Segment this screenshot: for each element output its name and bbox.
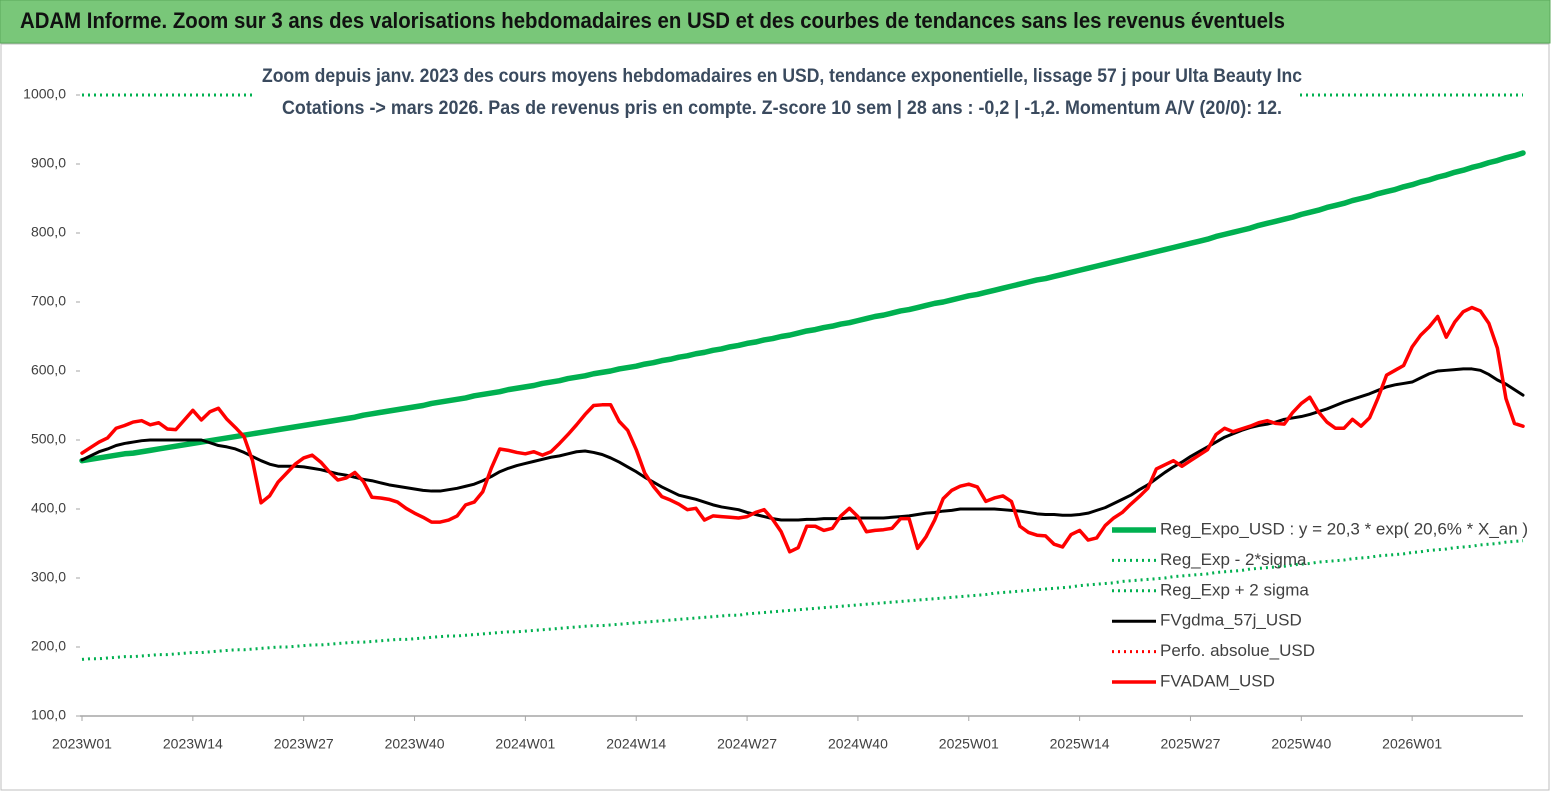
subtitle-line: Zoom depuis janv. 2023 des cours moyens … bbox=[262, 66, 1302, 87]
x-tick-label: 2024W01 bbox=[495, 736, 555, 752]
x-tick-label: 2025W40 bbox=[1271, 736, 1331, 752]
legend-label: FVgdma_57j_USD bbox=[1160, 611, 1302, 630]
x-tick-label: 2025W01 bbox=[939, 736, 999, 752]
legend-label: FVADAM_USD bbox=[1160, 671, 1275, 690]
banner bbox=[0, 0, 1551, 44]
series-line bbox=[81, 539, 1524, 661]
y-tick-label: 900,0 bbox=[31, 155, 66, 171]
series-line bbox=[79, 150, 1526, 464]
x-tick-label: 2025W27 bbox=[1160, 736, 1220, 752]
chart-frame bbox=[0, 43, 1550, 791]
x-tick-label: 2023W14 bbox=[163, 736, 223, 752]
x-tick-label: 2024W27 bbox=[717, 736, 777, 752]
series-line bbox=[80, 367, 1525, 522]
y-tick-label: 400,0 bbox=[31, 500, 66, 516]
x-tick-label: 2023W27 bbox=[274, 736, 334, 752]
series-line bbox=[80, 305, 1525, 554]
x-tick-label: 2026W01 bbox=[1382, 736, 1442, 752]
legend-label: Reg_Exp - 2*sigma bbox=[1160, 550, 1307, 569]
legend-label: Reg_Exp + 2 sigma bbox=[1160, 580, 1309, 599]
subtitle-line: Cotations -> mars 2026. Pas de revenus p… bbox=[282, 98, 1282, 119]
legend-label: Perfo. absolue_USD bbox=[1160, 641, 1315, 660]
y-tick-label: 100,0 bbox=[31, 707, 66, 723]
banner-title: ADAM Informe. Zoom sur 3 ans des valoris… bbox=[20, 8, 1285, 33]
x-tick-label: 2023W01 bbox=[52, 736, 112, 752]
y-tick-label: 800,0 bbox=[31, 224, 66, 240]
x-tick-label: 2024W40 bbox=[828, 736, 888, 752]
y-tick-label: 1000,0 bbox=[23, 86, 66, 102]
y-tick-label: 600,0 bbox=[31, 362, 66, 378]
x-tick-label: 2025W14 bbox=[1050, 736, 1110, 752]
y-tick-label: 300,0 bbox=[31, 569, 66, 585]
subtitle-box bbox=[255, 60, 1300, 128]
y-tick-label: 700,0 bbox=[31, 293, 66, 309]
y-tick-label: 500,0 bbox=[31, 431, 66, 447]
x-tick-label: 2023W40 bbox=[385, 736, 445, 752]
legend-label: Reg_Expo_USD : y = 20,3 * exp( 20,6% * X… bbox=[1160, 519, 1528, 538]
y-tick-label: 200,0 bbox=[31, 638, 66, 654]
x-tick-label: 2024W14 bbox=[606, 736, 666, 752]
